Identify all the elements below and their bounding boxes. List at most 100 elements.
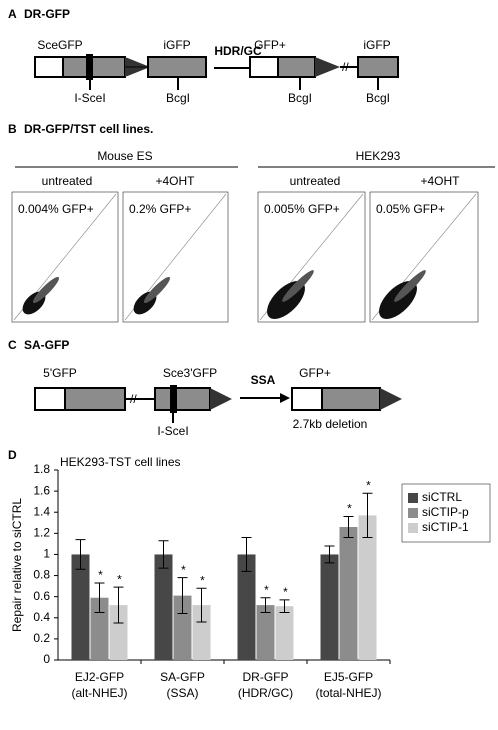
percentage-label: 0.004% GFP+ — [18, 202, 94, 216]
error-bar — [196, 587, 207, 623]
bar — [358, 515, 377, 660]
x-tick-sublabel: (total-NHEJ) — [315, 686, 381, 700]
error-bar — [279, 599, 290, 613]
bar — [154, 554, 173, 660]
bar — [192, 605, 211, 660]
gene-label: GFP+ — [254, 38, 286, 52]
error-bar — [343, 515, 354, 539]
svg-text://: // — [342, 60, 349, 74]
bar — [275, 606, 294, 660]
bar — [237, 554, 256, 660]
error-bar — [94, 582, 105, 613]
panel-label: A — [8, 7, 17, 21]
error-bar — [177, 577, 188, 615]
legend-label: siCTRL — [422, 490, 462, 504]
y-tick-label: 1.8 — [33, 462, 50, 476]
legend-swatch — [408, 508, 418, 518]
y-tick-label: 0.2 — [33, 631, 50, 645]
condition-label: untreated — [290, 174, 341, 188]
x-tick-label: EJ2-GFP — [75, 670, 124, 684]
bar — [71, 554, 90, 660]
cell-cloud — [394, 270, 426, 302]
percentage-label: 0.2% GFP+ — [129, 202, 191, 216]
legend-label: siCTIP-1 — [422, 520, 469, 534]
gene-label: GFP+ — [299, 366, 331, 380]
condition-label: +4OHT — [155, 174, 195, 188]
error-bar — [362, 492, 373, 539]
error-bar — [260, 597, 271, 613]
error-bar — [241, 537, 252, 572]
x-tick-sublabel: (SSA) — [166, 686, 198, 700]
x-tick-sublabel: (alt-NHEJ) — [72, 686, 128, 700]
panel-title: DR-GFP — [24, 7, 70, 21]
error-bar — [75, 539, 86, 570]
y-tick-label: 1 — [43, 547, 50, 561]
arrow-label: SSA — [251, 373, 276, 387]
gene-label: Sce3'GFP — [163, 366, 217, 380]
panel-title: DR-GFP/TST cell lines. — [24, 122, 153, 136]
significance-mark: * — [264, 583, 269, 597]
gene-label: 5'GFP — [43, 366, 77, 380]
site-label: I-SceI — [74, 91, 105, 105]
y-tick-label: 0.6 — [33, 589, 50, 603]
y-tick-label: 1.2 — [33, 526, 50, 540]
panel-title: SA-GFP — [24, 338, 69, 352]
percentage-label: 0.05% GFP+ — [376, 202, 445, 216]
y-tick-label: 0.4 — [33, 610, 50, 624]
significance-mark: * — [283, 585, 288, 599]
significance-mark: * — [181, 563, 186, 577]
flow-plots: untreated 0.004% GFP+ +4OHT 0.2% GFP+ untrea… — [11, 174, 479, 323]
cell-cloud — [32, 276, 60, 304]
error-bar — [113, 586, 124, 624]
bar — [339, 527, 358, 660]
significance-mark: * — [347, 502, 352, 516]
condition-label: +4OHT — [420, 174, 460, 188]
cell-cloud — [282, 270, 314, 302]
x-tick-label: EJ5-GFP — [324, 670, 373, 684]
significance-mark: * — [117, 572, 122, 586]
group-label: HEK293 — [356, 149, 401, 163]
chart-title: HEK293-TST cell lines — [60, 455, 181, 469]
bar — [320, 554, 339, 660]
y-axis-label: Repair relative to siCTRL — [10, 498, 24, 632]
legend-swatch — [408, 523, 418, 533]
gene-label: iGFP — [363, 38, 390, 52]
bar — [109, 605, 128, 660]
sa-gfp-diagram: // — [34, 385, 402, 423]
error-bar — [158, 540, 169, 569]
site-label: BcgI — [288, 91, 312, 105]
deletion-label: 2.7kb deletion — [293, 417, 368, 431]
site-label: I-SceI — [157, 424, 188, 438]
x-tick-sublabel: (HDR/GC) — [238, 686, 293, 700]
significance-mark: * — [366, 478, 371, 492]
panel-label: B — [8, 122, 17, 136]
y-tick-label: 0.8 — [33, 568, 50, 582]
site-label: BcgI — [166, 91, 190, 105]
x-tick-label: DR-GFP — [243, 670, 289, 684]
significance-mark: * — [98, 568, 103, 582]
svg-text://: // — [130, 392, 137, 406]
condition-label: untreated — [42, 174, 93, 188]
legend-swatch — [408, 493, 418, 503]
significance-mark: * — [200, 573, 205, 587]
gene-label: iGFP — [163, 38, 190, 52]
bar — [173, 595, 192, 660]
bar — [90, 597, 109, 660]
site-label: BcgI — [366, 91, 390, 105]
cell-cloud — [143, 276, 171, 304]
gene-label: SceGFP — [37, 38, 82, 52]
y-tick-label: 1.6 — [33, 483, 50, 497]
x-tick-label: SA-GFP — [160, 670, 205, 684]
y-tick-label: 1.4 — [33, 504, 50, 518]
bar — [256, 605, 275, 660]
error-bar — [324, 545, 335, 564]
y-tick-label: 0 — [43, 652, 50, 666]
legend-label: siCTIP-p — [422, 505, 469, 519]
dr-gfp-diagram: // // — [34, 54, 399, 90]
group-label: Mouse ES — [97, 149, 152, 163]
percentage-label: 0.005% GFP+ — [264, 202, 340, 216]
panel-label: C — [8, 338, 17, 352]
arrow-label: HDR/GC — [214, 44, 262, 58]
panel-label: D — [8, 448, 17, 462]
